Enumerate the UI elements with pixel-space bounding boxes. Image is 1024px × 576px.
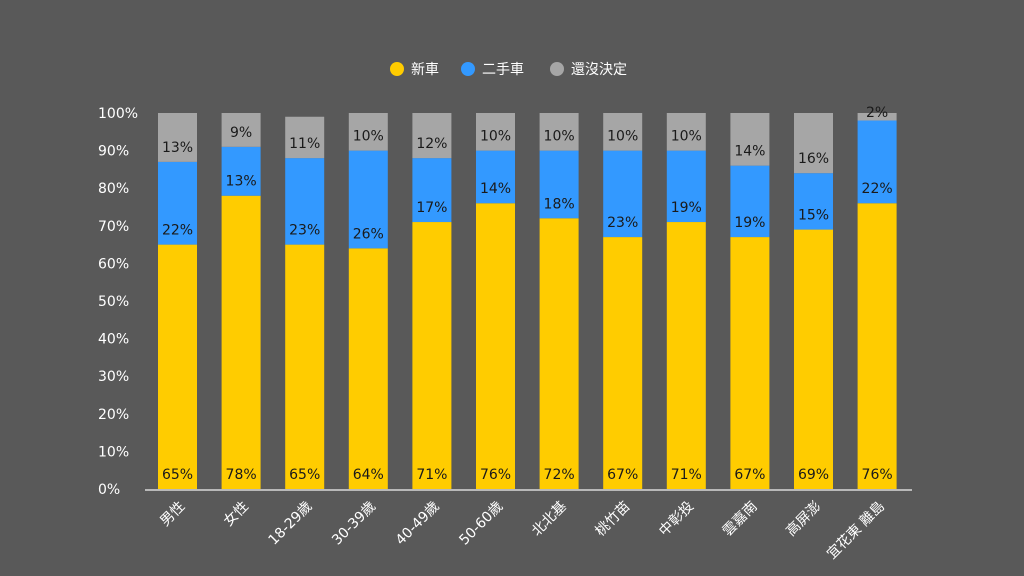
data-label: 76%: [862, 467, 893, 483]
data-label: 71%: [671, 467, 702, 483]
data-label: 64%: [353, 467, 384, 483]
x-tick-label: 高屏澎: [783, 498, 825, 540]
data-label: 10%: [671, 129, 702, 145]
bar-segment: [412, 222, 451, 489]
bar-segment: [858, 203, 897, 489]
data-label: 18%: [544, 196, 575, 212]
data-label: 76%: [480, 467, 511, 483]
data-label: 15%: [798, 208, 829, 224]
data-label: 2%: [866, 105, 888, 121]
data-label: 22%: [862, 181, 893, 197]
bar-segment: [540, 218, 579, 489]
x-tick-label: 50-60歲: [456, 499, 506, 549]
legend: 新車 二手車 還沒決定: [390, 61, 627, 78]
x-tick-label: 桃竹苗: [593, 499, 634, 540]
x-tick-label: 40-49歲: [393, 499, 443, 549]
legend-swatch-0: [390, 62, 404, 76]
stacked-bar-chart: 新車 二手車 還沒決定 0% 10% 20% 30% 40% 50% 60% 70% 80% 90% 1…: [0, 0, 1024, 576]
data-label: 26%: [353, 226, 384, 242]
bar-segment: [222, 196, 261, 489]
y-tick-label: 10%: [98, 444, 129, 460]
data-label: 13%: [226, 174, 257, 190]
legend-swatch-1: [461, 62, 475, 76]
data-label: 10%: [607, 129, 638, 145]
data-label: 67%: [607, 467, 638, 483]
y-tick-label: 50%: [98, 294, 129, 310]
legend-label-1: 二手車: [482, 61, 524, 78]
data-label: 69%: [798, 467, 829, 483]
data-label: 67%: [734, 467, 765, 483]
data-label: 11%: [289, 136, 320, 152]
bar-segment: [730, 237, 769, 489]
data-label: 17%: [416, 200, 447, 216]
x-tick-label: 雲嘉南: [720, 499, 761, 540]
bar-segment: [349, 248, 388, 489]
x-tick-label: 北北基: [528, 498, 570, 540]
y-tick-label: 80%: [98, 181, 129, 197]
legend-label-0: 新車: [411, 61, 439, 78]
y-tick-label: 0%: [98, 482, 120, 498]
data-label: 14%: [734, 144, 765, 160]
data-label: 9%: [230, 125, 252, 141]
data-label: 78%: [226, 467, 257, 483]
y-tick-label: 100%: [98, 106, 138, 122]
data-label: 65%: [289, 467, 320, 483]
data-label: 14%: [480, 181, 511, 197]
x-tick-label: 女性: [220, 498, 252, 530]
bar-segment: [794, 230, 833, 489]
bar-segment: [285, 245, 324, 489]
x-tick-label: 宜花東 離島: [823, 498, 888, 563]
legend-label-2: 還沒決定: [571, 61, 627, 78]
bar-segment: [158, 245, 197, 489]
data-label: 12%: [416, 136, 447, 152]
data-label: 16%: [798, 151, 829, 167]
y-tick-label: 30%: [98, 369, 129, 385]
x-tick-label: 18-29歲: [266, 499, 316, 549]
y-tick-label: 20%: [98, 407, 129, 423]
legend-swatch-2: [550, 62, 564, 76]
data-label: 19%: [734, 215, 765, 231]
bar-segment: [476, 203, 515, 489]
x-axis: 男性 女性 18-29歲 30-39歲 40-49歲 50-60歲 北北基 桃竹苗 中彰投 雲嘉南…: [145, 490, 912, 562]
x-tick-label: 30-39歲: [329, 499, 379, 549]
data-label: 23%: [289, 223, 320, 239]
bars: 65% 22% 13% 78% 13% 9% 65% 23% 11% 64% 26% 10% 71% 17…: [158, 105, 897, 489]
data-label: 10%: [353, 129, 384, 145]
y-axis: 0% 10% 20% 30% 40% 50% 60% 70% 80% 90% 100%: [98, 106, 138, 498]
bar-segment: [667, 222, 706, 489]
data-label: 19%: [671, 200, 702, 216]
y-tick-label: 70%: [98, 219, 129, 235]
x-tick-label: 中彰投: [655, 498, 697, 540]
data-label: 22%: [162, 223, 193, 239]
data-label: 23%: [607, 215, 638, 231]
data-label: 10%: [480, 129, 511, 145]
bar-segment: [603, 237, 642, 489]
data-label: 71%: [416, 467, 447, 483]
y-tick-label: 60%: [98, 256, 129, 272]
data-label: 65%: [162, 467, 193, 483]
data-label: 72%: [544, 467, 575, 483]
y-tick-label: 40%: [98, 332, 129, 348]
data-label: 10%: [544, 129, 575, 145]
data-label: 13%: [162, 140, 193, 156]
y-tick-label: 90%: [98, 144, 129, 160]
x-tick-label: 男性: [157, 499, 188, 530]
